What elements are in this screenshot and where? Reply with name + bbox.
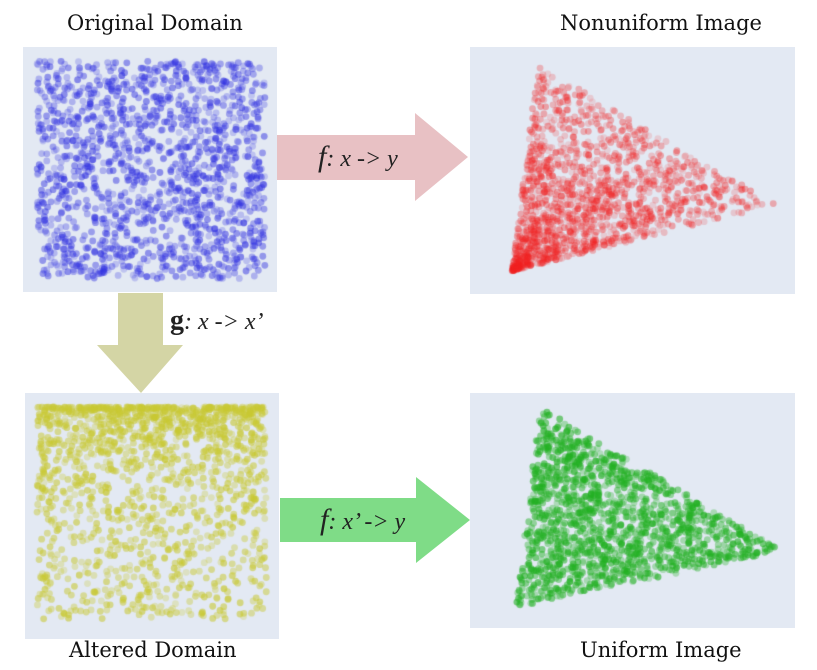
- down-arrow-mapping: : x -> x’: [184, 309, 264, 335]
- down-arrow: [97, 293, 183, 393]
- nonuniform-image-panel: [470, 47, 795, 294]
- original-domain-scatter: [23, 47, 277, 292]
- original-domain-title: Original Domain: [67, 11, 243, 35]
- down-arrow-label: g: x -> x’: [170, 305, 263, 337]
- top-arrow-function: f: [318, 140, 327, 173]
- bottom-arrow: [280, 477, 470, 563]
- nonuniform-image-title: Nonuniform Image: [560, 11, 762, 35]
- top-arrow-label: f: x -> y: [318, 140, 398, 174]
- altered-domain-panel: [25, 393, 279, 639]
- uniform-image-title: Uniform Image: [580, 638, 742, 662]
- altered-domain-scatter: [25, 393, 279, 639]
- bottom-arrow-label: f: x’ -> y: [320, 503, 405, 537]
- down-arrow-function: g: [170, 305, 184, 336]
- uniform-image-scatter: [470, 393, 795, 628]
- top-arrow-mapping: : x -> y: [326, 146, 398, 172]
- bottom-arrow-mapping: : x’ -> y: [328, 509, 406, 535]
- nonuniform-image-scatter: [470, 47, 795, 294]
- altered-domain-title: Altered Domain: [69, 638, 237, 662]
- top-arrow: [277, 113, 468, 201]
- bottom-arrow-function: f: [320, 503, 329, 536]
- uniform-image-panel: [470, 393, 795, 628]
- original-domain-panel: [23, 47, 277, 292]
